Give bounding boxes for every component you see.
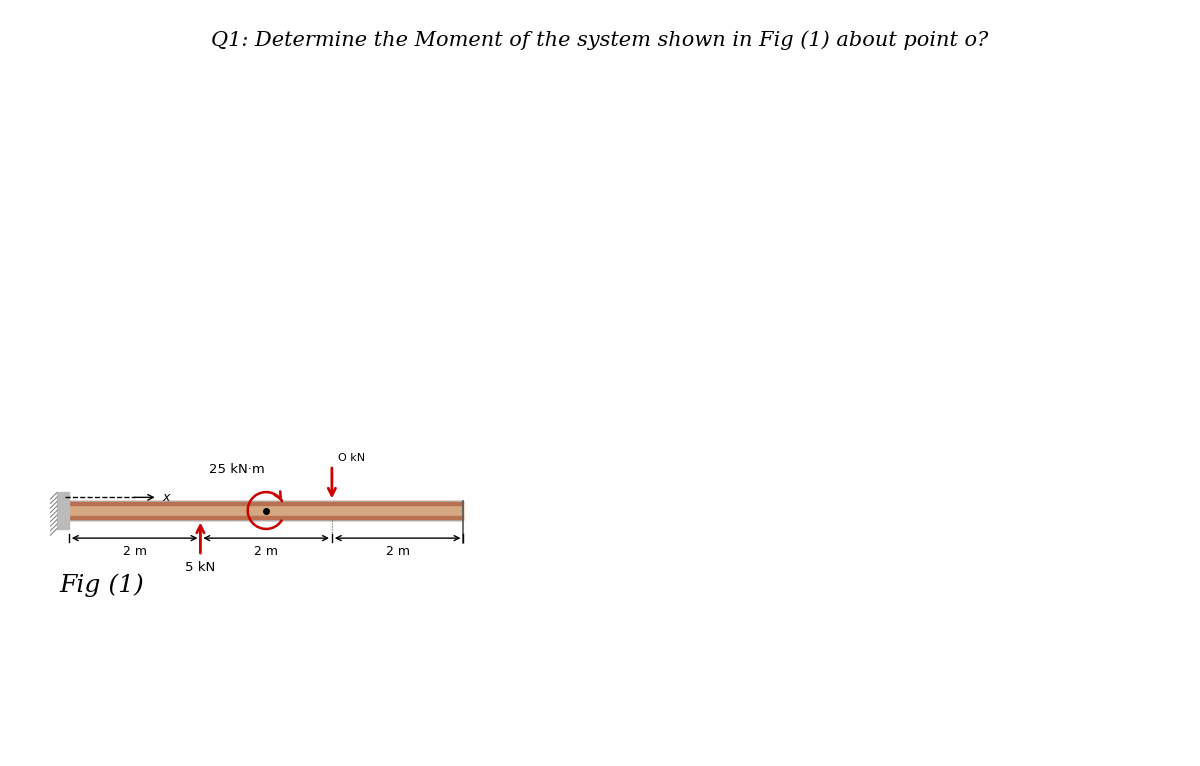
Bar xyxy=(68,516,463,519)
Text: 25 kN·m: 25 kN·m xyxy=(209,463,264,476)
Text: O kN: O kN xyxy=(338,453,366,463)
Bar xyxy=(68,506,463,515)
Text: x: x xyxy=(162,491,169,504)
Bar xyxy=(58,493,68,529)
Bar xyxy=(68,501,463,505)
Bar xyxy=(68,501,463,519)
Text: 2 m: 2 m xyxy=(254,545,278,558)
Text: Q1: Determine the Moment of the system shown in Fig (1) about point o?: Q1: Determine the Moment of the system s… xyxy=(211,31,989,51)
Text: 2 m: 2 m xyxy=(385,545,409,558)
Text: 2 m: 2 m xyxy=(122,545,146,558)
Text: Fig (1): Fig (1) xyxy=(59,573,144,597)
Bar xyxy=(68,501,463,519)
Text: 5 kN: 5 kN xyxy=(185,561,216,574)
